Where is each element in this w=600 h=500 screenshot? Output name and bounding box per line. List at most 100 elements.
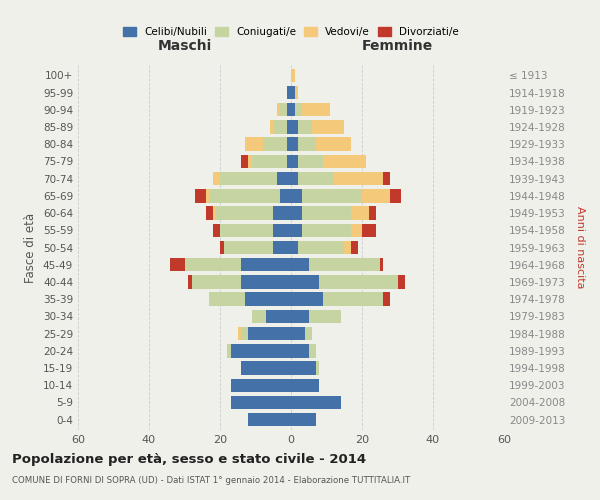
Bar <box>213 224 220 237</box>
Bar <box>241 258 291 272</box>
Bar <box>248 413 291 426</box>
Bar <box>273 206 291 220</box>
Bar <box>344 241 352 254</box>
Bar <box>230 378 291 392</box>
Bar <box>334 172 383 186</box>
Bar <box>291 68 295 82</box>
Text: Popolazione per età, sesso e stato civile - 2014: Popolazione per età, sesso e stato civil… <box>12 452 366 466</box>
Text: COMUNE DI FORNI DI SOPRA (UD) - Dati ISTAT 1° gennaio 2014 - Elaborazione TUTTIT: COMUNE DI FORNI DI SOPRA (UD) - Dati IST… <box>12 476 410 485</box>
Bar <box>280 189 291 202</box>
Bar <box>352 224 362 237</box>
Bar <box>217 206 273 220</box>
Bar <box>287 120 291 134</box>
Bar <box>206 189 209 202</box>
Bar <box>298 172 334 186</box>
Bar <box>291 86 295 100</box>
Bar <box>291 103 295 117</box>
Bar <box>238 327 241 340</box>
Bar <box>291 120 298 134</box>
Bar <box>291 292 323 306</box>
Bar <box>287 103 291 117</box>
Bar <box>220 172 277 186</box>
Bar <box>291 189 302 202</box>
Bar <box>241 327 248 340</box>
Bar <box>287 154 291 168</box>
Bar <box>291 154 298 168</box>
Text: Femmine: Femmine <box>362 39 433 53</box>
Bar <box>323 154 365 168</box>
Bar <box>277 172 291 186</box>
Bar <box>263 138 287 151</box>
Bar <box>248 154 252 168</box>
Bar <box>352 241 358 254</box>
Y-axis label: Fasce di età: Fasce di età <box>25 212 37 282</box>
Bar <box>352 206 369 220</box>
Bar <box>213 206 217 220</box>
Bar <box>230 396 291 409</box>
Legend: Celibi/Nubili, Coniugati/e, Vedovi/e, Divorziati/e: Celibi/Nubili, Coniugati/e, Vedovi/e, Di… <box>119 23 463 41</box>
Bar <box>230 344 291 358</box>
Bar <box>380 258 383 272</box>
Bar <box>195 189 206 202</box>
Bar <box>241 154 248 168</box>
Bar <box>391 189 401 202</box>
Bar <box>224 241 273 254</box>
Bar <box>220 241 224 254</box>
Bar <box>245 292 291 306</box>
Bar <box>295 103 302 117</box>
Bar <box>398 275 404 288</box>
Bar <box>298 241 344 254</box>
Bar <box>273 120 287 134</box>
Bar <box>295 86 298 100</box>
Bar <box>209 189 280 202</box>
Text: Maschi: Maschi <box>157 39 212 53</box>
Bar <box>298 120 313 134</box>
Y-axis label: Anni di nascita: Anni di nascita <box>575 206 585 289</box>
Bar <box>170 258 185 272</box>
Bar <box>316 138 352 151</box>
Bar <box>309 310 341 323</box>
Bar <box>369 206 376 220</box>
Bar <box>273 224 291 237</box>
Bar <box>227 344 230 358</box>
Bar <box>185 258 241 272</box>
Bar <box>266 310 291 323</box>
Bar <box>291 258 309 272</box>
Bar <box>362 189 391 202</box>
Bar <box>291 241 298 254</box>
Bar <box>313 120 344 134</box>
Bar <box>291 310 309 323</box>
Bar <box>302 206 352 220</box>
Bar <box>316 362 319 374</box>
Bar <box>309 344 316 358</box>
Bar <box>302 189 362 202</box>
Bar <box>383 172 391 186</box>
Bar <box>248 327 291 340</box>
Bar <box>291 378 319 392</box>
Bar <box>323 292 383 306</box>
Bar <box>273 241 291 254</box>
Bar <box>245 138 263 151</box>
Bar <box>252 154 287 168</box>
Bar <box>291 172 298 186</box>
Bar <box>241 362 291 374</box>
Bar <box>291 396 341 409</box>
Bar <box>309 258 380 272</box>
Bar <box>291 413 316 426</box>
Bar <box>209 292 245 306</box>
Bar <box>302 103 330 117</box>
Bar <box>291 206 302 220</box>
Bar <box>252 310 266 323</box>
Bar <box>191 275 241 288</box>
Bar <box>270 120 273 134</box>
Bar <box>241 275 291 288</box>
Bar <box>305 327 313 340</box>
Bar <box>319 275 398 288</box>
Bar <box>383 292 391 306</box>
Bar <box>280 103 287 117</box>
Bar <box>213 172 220 186</box>
Bar <box>277 103 280 117</box>
Bar <box>291 327 305 340</box>
Bar <box>291 224 302 237</box>
Bar <box>302 224 352 237</box>
